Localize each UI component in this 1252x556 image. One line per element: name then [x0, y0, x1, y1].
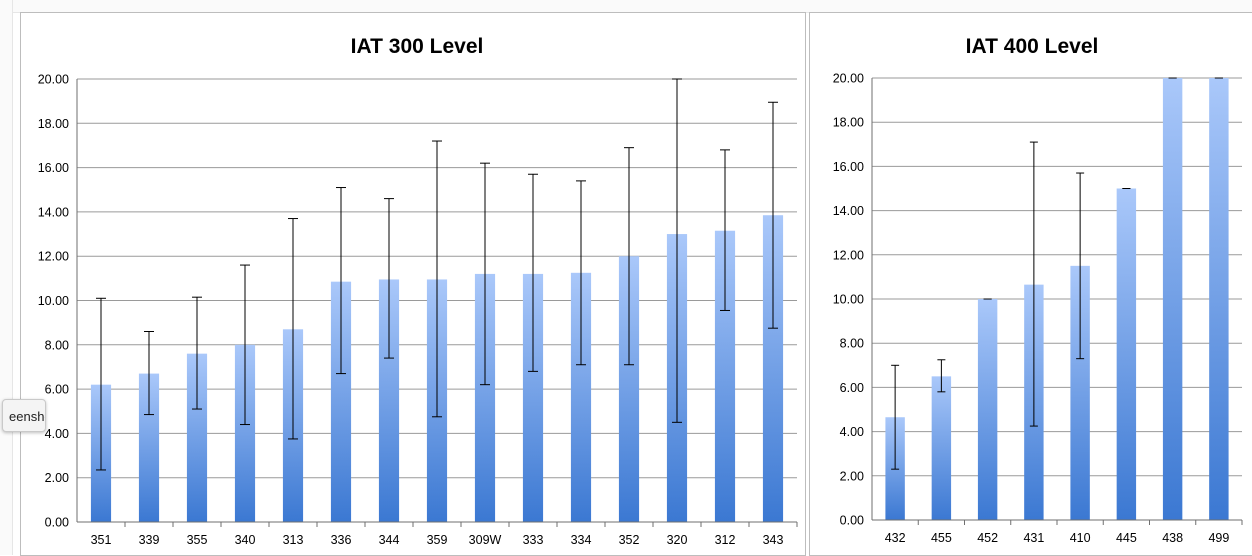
y-tick-label: 20.00	[833, 72, 864, 86]
bar	[1070, 265, 1090, 520]
bar	[522, 273, 544, 522]
chart-iat-400: IAT 400 Level 0.00 2.00 4.00 6.00 8.00 10.00 1…	[833, 35, 1243, 545]
y-tick-label: 4.00	[840, 425, 864, 439]
x-tick-label: 499	[1208, 531, 1229, 545]
y-tick-label: 20.00	[38, 73, 69, 87]
chart-iat-300: IAT 300 Level 0.00 2.00 4.00 6.00 8.00 10.00 1…	[38, 35, 798, 547]
x-tick-label: 355	[187, 533, 208, 547]
x-tick-label: 340	[235, 533, 256, 547]
bar	[977, 299, 998, 520]
x-tick-label: 431	[1023, 531, 1044, 545]
x-tick-label: 344	[379, 533, 400, 547]
y-tick-label: 6.00	[840, 381, 864, 395]
y-tick-label: 10.00	[38, 294, 69, 308]
y-tick-label: 6.00	[45, 383, 69, 397]
chart-title: IAT 300 Level	[351, 35, 484, 58]
x-tick-label: 352	[619, 533, 640, 547]
bar	[138, 373, 160, 522]
bar	[1209, 78, 1229, 520]
bar	[186, 353, 208, 522]
y-tick-label: 4.00	[45, 427, 69, 441]
y-tick-label: 0.00	[45, 516, 69, 530]
y-tick-label: 18.00	[833, 116, 864, 130]
y-tick-label: 12.00	[38, 250, 69, 264]
chart-panel-iat-300[interactable]: IAT 300 Level 0.00 2.00 4.00 6.00 8.00 10.00 1…	[20, 12, 806, 556]
y-tick-label: 14.00	[38, 205, 69, 219]
x-tick-label: 343	[763, 533, 784, 547]
x-tick-label: 438	[1162, 531, 1183, 545]
x-tick-label: 455	[931, 531, 952, 545]
bar	[570, 272, 592, 522]
y-tick-label: 16.00	[38, 161, 69, 175]
x-tick-label: 351	[91, 533, 112, 547]
bar	[378, 279, 400, 522]
chart-panel-iat-400[interactable]: IAT 400 Level 0.00 2.00 4.00 6.00 8.00 10.00 1…	[809, 12, 1252, 556]
x-tick-label: 309W	[469, 533, 502, 547]
x-tick-label: 445	[1116, 531, 1137, 545]
x-tick-label: 410	[1070, 531, 1091, 545]
y-tick-label: 2.00	[840, 469, 864, 483]
x-tick-label: 333	[523, 533, 544, 547]
bar	[474, 273, 496, 522]
y-tick-label: 16.00	[833, 160, 864, 174]
y-tick-label: 8.00	[45, 338, 69, 352]
x-tick-label: 313	[283, 533, 304, 547]
y-tick-label: 18.00	[38, 117, 69, 131]
x-tick-label: 334	[571, 533, 592, 547]
x-tick-label: 432	[885, 531, 906, 545]
screenshot-tooltip: eenshot	[2, 399, 46, 432]
bar	[1116, 188, 1137, 520]
x-tick-label: 452	[977, 531, 998, 545]
bar	[618, 256, 640, 522]
y-tick-label: 12.00	[833, 248, 864, 262]
y-tick-label: 14.00	[833, 204, 864, 218]
y-tick-label: 0.00	[840, 514, 864, 528]
x-tick-label: 359	[427, 533, 448, 547]
bar	[931, 376, 952, 520]
y-tick-label: 10.00	[833, 293, 864, 307]
bar	[762, 215, 784, 522]
bar	[1162, 78, 1183, 520]
bar	[234, 344, 256, 522]
chart-title: IAT 400 Level	[966, 35, 1099, 58]
x-tick-label: 312	[715, 533, 736, 547]
ruler-left	[0, 0, 13, 555]
y-tick-label: 2.00	[45, 471, 69, 485]
y-tick-label: 8.00	[840, 337, 864, 351]
bar	[714, 230, 736, 523]
x-tick-label: 336	[331, 533, 352, 547]
x-tick-label: 339	[139, 533, 160, 547]
bar	[330, 281, 352, 522]
x-tick-label: 320	[667, 533, 688, 547]
